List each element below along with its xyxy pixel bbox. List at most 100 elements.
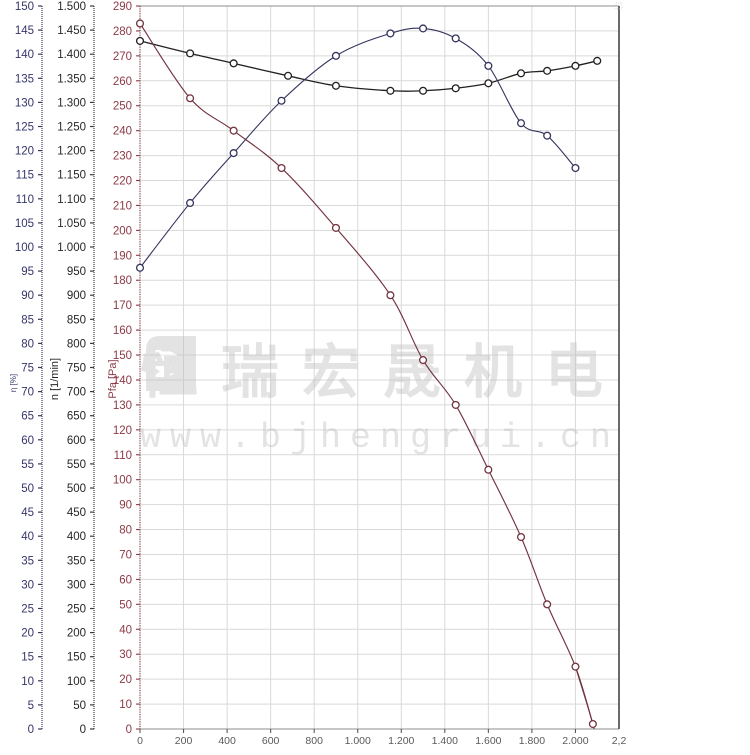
svg-text:90: 90 — [119, 500, 132, 512]
svg-text:300: 300 — [67, 579, 86, 591]
svg-text:1.500: 1.500 — [57, 1, 86, 13]
svg-text:10: 10 — [119, 699, 132, 711]
svg-text:www.bjhengrui.cn: www.bjhengrui.cn — [140, 418, 620, 458]
svg-text:55: 55 — [21, 459, 34, 471]
svg-text:550: 550 — [67, 459, 86, 471]
svg-text:η [%]: η [%] — [9, 374, 18, 392]
svg-text:30: 30 — [119, 649, 132, 661]
svg-text:80: 80 — [21, 338, 34, 350]
svg-text:600: 600 — [67, 435, 86, 447]
svg-text:10: 10 — [21, 676, 34, 688]
svg-text:Pfa [Pa]: Pfa [Pa] — [107, 359, 119, 398]
svg-text:2.000: 2.000 — [562, 735, 588, 747]
svg-text:130: 130 — [113, 400, 132, 412]
svg-text:650: 650 — [67, 411, 86, 423]
svg-text:125: 125 — [15, 122, 34, 134]
svg-text:180: 180 — [113, 275, 132, 287]
svg-text:恒瑞宏晟机电: 恒瑞宏晟机电 — [140, 340, 626, 405]
svg-text:90: 90 — [21, 290, 34, 302]
svg-text:1.150: 1.150 — [57, 170, 86, 182]
svg-text:220: 220 — [113, 176, 132, 188]
svg-text:50: 50 — [21, 483, 34, 495]
svg-text:40: 40 — [119, 624, 132, 636]
svg-text:1.600: 1.600 — [475, 735, 501, 747]
svg-text:800: 800 — [305, 735, 323, 747]
svg-text:130: 130 — [15, 97, 34, 109]
svg-text:1.800: 1.800 — [519, 735, 545, 747]
svg-text:60: 60 — [21, 435, 34, 447]
svg-text:105: 105 — [15, 218, 34, 230]
svg-text:800: 800 — [67, 338, 86, 350]
svg-text:280: 280 — [113, 26, 132, 38]
svg-text:230: 230 — [113, 151, 132, 163]
svg-text:145: 145 — [15, 25, 34, 37]
svg-text:100: 100 — [113, 475, 132, 487]
svg-text:80: 80 — [119, 525, 132, 537]
svg-text:70: 70 — [21, 387, 34, 399]
svg-text:0: 0 — [80, 724, 86, 736]
svg-text:75: 75 — [21, 363, 34, 375]
svg-text:n [1/min]: n [1/min] — [49, 358, 61, 400]
svg-text:850: 850 — [67, 314, 86, 326]
svg-text:260: 260 — [113, 76, 132, 88]
svg-text:85: 85 — [21, 314, 34, 326]
svg-text:150: 150 — [15, 1, 34, 13]
svg-text:120: 120 — [15, 146, 34, 158]
svg-text:200: 200 — [175, 735, 193, 747]
svg-text:200: 200 — [113, 225, 132, 237]
svg-text:20: 20 — [119, 674, 132, 686]
svg-text:120: 120 — [113, 425, 132, 437]
svg-text:250: 250 — [113, 101, 132, 113]
svg-text:100: 100 — [15, 242, 34, 254]
svg-text:135: 135 — [15, 73, 34, 85]
svg-text:45: 45 — [21, 507, 34, 519]
svg-text:0: 0 — [137, 735, 143, 747]
svg-text:50: 50 — [73, 700, 86, 712]
svg-text:270: 270 — [113, 51, 132, 63]
svg-text:1.050: 1.050 — [57, 218, 86, 230]
svg-text:1.450: 1.450 — [57, 25, 86, 37]
svg-text:25: 25 — [21, 604, 34, 616]
svg-text:65: 65 — [21, 411, 34, 423]
svg-text:5: 5 — [28, 700, 34, 712]
svg-text:70: 70 — [119, 549, 132, 561]
svg-text:60: 60 — [119, 574, 132, 586]
svg-text:1.200: 1.200 — [57, 146, 86, 158]
svg-text:200: 200 — [67, 628, 86, 640]
svg-text:15: 15 — [21, 652, 34, 664]
svg-text:0: 0 — [126, 724, 132, 736]
svg-text:1.100: 1.100 — [57, 194, 86, 206]
svg-text:700: 700 — [67, 387, 86, 399]
svg-text:1.250: 1.250 — [57, 122, 86, 134]
svg-text:1.300: 1.300 — [57, 97, 86, 109]
svg-text:95: 95 — [21, 266, 34, 278]
svg-text:0: 0 — [28, 724, 34, 736]
svg-text:110: 110 — [114, 450, 132, 462]
svg-text:110: 110 — [16, 194, 34, 206]
svg-text:290: 290 — [113, 1, 132, 13]
svg-text:100: 100 — [67, 676, 86, 688]
svg-text:900: 900 — [67, 290, 86, 302]
svg-text:115: 115 — [16, 170, 34, 182]
svg-text:160: 160 — [113, 325, 132, 337]
svg-text:40: 40 — [21, 531, 34, 543]
svg-text:400: 400 — [67, 531, 86, 543]
svg-text:2,2: 2,2 — [612, 735, 627, 747]
svg-text:1.400: 1.400 — [57, 49, 86, 61]
svg-text:750: 750 — [67, 363, 86, 375]
svg-text:190: 190 — [113, 250, 132, 262]
svg-text:210: 210 — [113, 200, 132, 212]
svg-text:35: 35 — [21, 555, 34, 567]
svg-text:140: 140 — [15, 49, 34, 61]
svg-text:20: 20 — [21, 628, 34, 640]
svg-text:1.000: 1.000 — [345, 735, 371, 747]
svg-text:170: 170 — [113, 300, 132, 312]
svg-text:600: 600 — [262, 735, 280, 747]
svg-text:30: 30 — [21, 579, 34, 591]
svg-text:400: 400 — [218, 735, 236, 747]
svg-text:500: 500 — [67, 483, 86, 495]
svg-text:1.200: 1.200 — [388, 735, 414, 747]
svg-text:1.400: 1.400 — [432, 735, 458, 747]
svg-text:1.000: 1.000 — [57, 242, 86, 254]
svg-text:150: 150 — [67, 652, 86, 664]
